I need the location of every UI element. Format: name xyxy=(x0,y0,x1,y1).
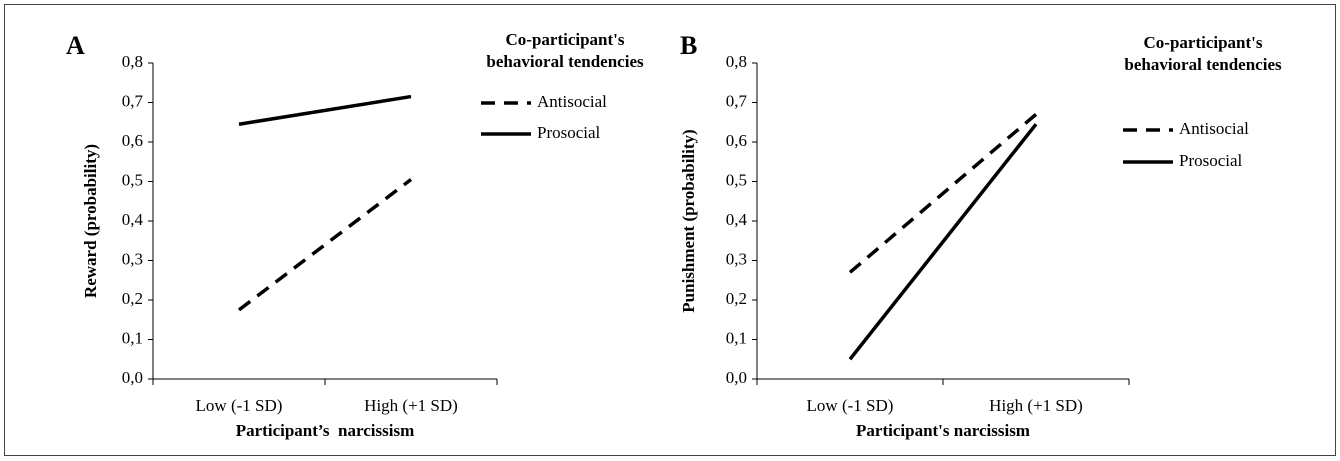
series-line xyxy=(237,178,413,312)
y-tick-label: 0,8 xyxy=(726,52,747,71)
y-tick-label: 0,2 xyxy=(122,289,143,308)
x-tick-label: High (+1 SD) xyxy=(989,396,1083,415)
x-tick-label: Low (-1 SD) xyxy=(196,396,283,415)
y-tick-label: 0,3 xyxy=(122,249,143,268)
panel-letter: B xyxy=(680,31,697,60)
x-tick-label: Low (-1 SD) xyxy=(807,396,894,415)
y-axis-label: Punishment (probability) xyxy=(679,129,698,312)
y-tick-label: 0,6 xyxy=(726,131,747,150)
legend-title: Co-participant's xyxy=(1144,33,1263,52)
series-line xyxy=(238,94,412,126)
frame xyxy=(4,4,1336,456)
legend-label: Antisocial xyxy=(537,92,607,111)
legend-label: Prosocial xyxy=(1179,151,1243,170)
y-tick-label: 0,8 xyxy=(122,52,143,71)
y-tick-label: 0,0 xyxy=(122,368,143,387)
series-line xyxy=(848,123,1038,361)
y-axis-label: Reward (probability) xyxy=(81,144,100,298)
y-tick-label: 0,0 xyxy=(726,368,747,387)
legend-title: behavioral tendencies xyxy=(1124,55,1282,74)
x-tick-label: High (+1 SD) xyxy=(364,396,458,415)
legend-title: behavioral tendencies xyxy=(486,52,644,71)
legend-label: Antisocial xyxy=(1179,119,1249,138)
y-tick-label: 0,1 xyxy=(726,328,747,347)
y-tick-label: 0,4 xyxy=(122,210,144,229)
y-tick-label: 0,1 xyxy=(122,328,143,347)
y-tick-label: 0,5 xyxy=(122,170,143,189)
y-tick-label: 0,3 xyxy=(726,249,747,268)
legend-title: Co-participant's xyxy=(506,30,625,49)
series-line xyxy=(848,113,1038,274)
x-axis-label: Participant’s narcissism xyxy=(236,421,415,440)
y-tick-label: 0,6 xyxy=(122,131,143,150)
y-tick-label: 0,2 xyxy=(726,289,747,308)
y-tick-label: 0,5 xyxy=(726,170,747,189)
panel-letter: A xyxy=(66,31,85,60)
y-tick-label: 0,7 xyxy=(726,91,748,110)
y-tick-label: 0,4 xyxy=(726,210,748,229)
y-tick-label: 0,7 xyxy=(122,91,144,110)
legend-label: Prosocial xyxy=(537,123,601,142)
x-axis-label: Participant's narcissism xyxy=(856,421,1030,440)
